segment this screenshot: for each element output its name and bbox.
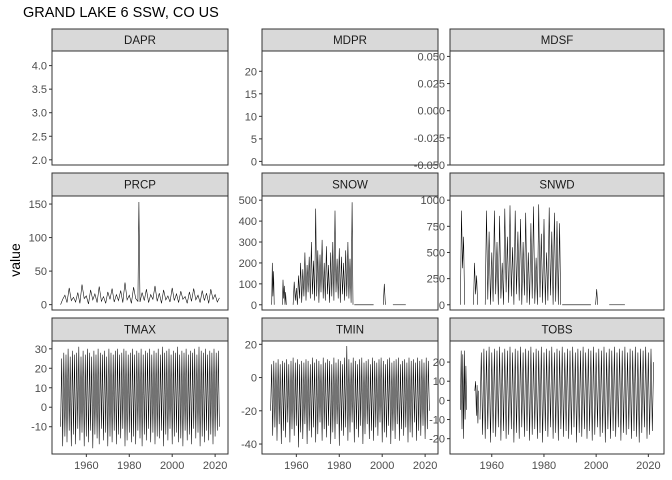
facet-snow: SNOW 0 100 200 300 400 500 xyxy=(239,172,439,312)
series-line-snow xyxy=(292,202,354,305)
series-line-snwd xyxy=(460,210,465,305)
series-line-tmax xyxy=(60,346,220,449)
y-tick-label-tmax: -10 xyxy=(31,422,47,434)
facet-label-snow: SNOW xyxy=(332,180,368,192)
y-tick-label-prcp: 50 xyxy=(35,266,47,278)
y-tick-label-snow: 500 xyxy=(239,195,257,207)
y-tick-label-snwd: 500 xyxy=(427,247,445,259)
y-tick-label-mdsf: 0.050 xyxy=(417,51,445,63)
y-tick-label-snow: 400 xyxy=(239,216,257,228)
facet-label-tmin: TMIN xyxy=(336,325,364,337)
series-line-snow xyxy=(383,283,386,305)
y-tick-label-mdpr: 10 xyxy=(245,111,257,123)
y-tick-label-dapr: 4.0 xyxy=(32,61,47,73)
facet-label-snwd: SNWD xyxy=(539,180,574,192)
series-line-snwd xyxy=(473,262,478,305)
y-tick-label-dapr: 3.0 xyxy=(32,108,47,120)
y-tick-label-tobs: 20 xyxy=(433,357,445,369)
facet-mdpr: MDPR 0 5 10 15 20 xyxy=(245,28,439,168)
panel-mdpr xyxy=(261,50,439,166)
facet-prcp: PRCP 0 50 100 150 xyxy=(29,172,229,312)
facet-dapr: DAPR 2.0 2.5 3.0 3.5 4.0 xyxy=(32,28,229,167)
x-tick-label-tmax: 2020 xyxy=(203,460,227,472)
series-line-tobs xyxy=(479,346,654,443)
y-tick-label-snwd: 1000 xyxy=(421,195,445,207)
y-tick-label-mdsf: -0.050 xyxy=(414,160,445,172)
facet-tobs: TOBS -20 -10 0 10 20 1960 1980 2000 2020 xyxy=(429,317,665,472)
y-tick-label-snwd: 750 xyxy=(427,221,445,233)
x-tick-label-tmax: 1960 xyxy=(74,460,98,472)
y-tick-label-tobs: 0 xyxy=(439,395,445,407)
facet-tmax: TMAX -10 0 10 20 30 1960 1980 2000 2020 xyxy=(31,317,229,472)
x-tick-label-tmin: 2000 xyxy=(370,460,394,472)
y-tick-label-snwd: 0 xyxy=(439,300,445,312)
panel-dapr xyxy=(51,50,229,166)
y-tick-label-tmin: 20 xyxy=(245,339,257,351)
series-line-snow xyxy=(282,279,287,305)
y-tick-label-mdsf: 0.000 xyxy=(417,106,445,118)
y-tick-label-tobs: -10 xyxy=(429,415,445,427)
y-tick-label-tobs: 10 xyxy=(433,376,445,388)
facet-label-mdpr: MDPR xyxy=(333,35,367,47)
y-axis-label: value xyxy=(7,243,23,277)
x-tick-label-tobs: 1960 xyxy=(480,460,504,472)
y-tick-label-tmax: 10 xyxy=(35,383,47,395)
facet-label-mdsf: MDSF xyxy=(541,35,574,47)
y-tick-label-tobs: -20 xyxy=(429,434,445,446)
y-tick-label-mdpr: 5 xyxy=(251,134,257,146)
series-line-snwd xyxy=(595,289,598,305)
y-tick-label-tmin: 0 xyxy=(251,373,257,385)
facet-label-tmax: TMAX xyxy=(124,325,156,337)
y-tick-label-tmax: 0 xyxy=(41,402,47,414)
y-tick-label-mdpr: 20 xyxy=(245,66,257,78)
facet-panels: DAPR 2.0 2.5 3.0 3.5 4.0 MDPR 0 5 10 15 20 MDSF -0.05… xyxy=(29,28,665,472)
y-tick-label-tmax: 30 xyxy=(35,344,47,356)
facet-label-dapr: DAPR xyxy=(124,35,156,47)
y-tick-label-snwd: 250 xyxy=(427,274,445,286)
x-tick-label-tmin: 1980 xyxy=(327,460,351,472)
panel-mdsf xyxy=(449,50,665,166)
x-tick-label-tobs: 2000 xyxy=(584,460,608,472)
facet-label-tobs: TOBS xyxy=(541,325,572,337)
y-tick-label-snow: 0 xyxy=(251,300,257,312)
y-tick-label-mdpr: 0 xyxy=(251,156,257,168)
y-tick-label-tmin: -20 xyxy=(241,406,257,418)
y-tick-label-dapr: 3.5 xyxy=(32,84,47,96)
y-tick-label-mdpr: 15 xyxy=(245,89,257,101)
y-tick-label-tmax: 20 xyxy=(35,363,47,375)
x-tick-label-tmin: 1960 xyxy=(284,460,308,472)
facet-mdsf: MDSF -0.050 -0.025 0.000 0.025 0.050 xyxy=(414,28,665,172)
facet-label-prcp: PRCP xyxy=(124,180,156,192)
x-tick-label-tmin: 2020 xyxy=(413,460,437,472)
y-tick-label-dapr: 2.5 xyxy=(32,131,47,143)
y-tick-label-mdsf: -0.025 xyxy=(414,133,445,145)
y-tick-label-prcp: 150 xyxy=(29,199,47,211)
series-line-snwd xyxy=(484,204,561,305)
panel-snow xyxy=(261,195,439,311)
y-tick-label-tmin: -40 xyxy=(241,439,257,451)
y-tick-label-prcp: 100 xyxy=(29,233,47,245)
chart-title: GRAND LAKE 6 SSW, CO US xyxy=(23,5,219,21)
x-tick-label-tmax: 1980 xyxy=(117,460,141,472)
series-line-prcp xyxy=(60,201,220,305)
x-tick-label-tobs: 1980 xyxy=(532,460,556,472)
facet-snwd: SNWD 0 250 500 750 1000 xyxy=(421,172,665,312)
x-tick-label-tmax: 2000 xyxy=(160,460,184,472)
y-tick-label-snow: 200 xyxy=(239,258,257,270)
series-line-tobs xyxy=(460,350,467,439)
facet-tmin: TMIN -40 -20 0 20 1960 1980 2000 2020 xyxy=(241,317,439,472)
series-line-tobs xyxy=(474,381,479,424)
y-tick-label-snow: 100 xyxy=(239,279,257,291)
y-tick-label-snow: 300 xyxy=(239,237,257,249)
y-tick-label-mdsf: 0.025 xyxy=(417,79,445,91)
y-tick-label-dapr: 2.0 xyxy=(32,155,47,167)
panel-snwd xyxy=(449,195,665,311)
y-tick-label-prcp: 0 xyxy=(41,300,47,312)
series-line-tmin xyxy=(270,345,430,448)
x-tick-label-tobs: 2020 xyxy=(636,460,660,472)
series-line-snow xyxy=(271,262,275,305)
